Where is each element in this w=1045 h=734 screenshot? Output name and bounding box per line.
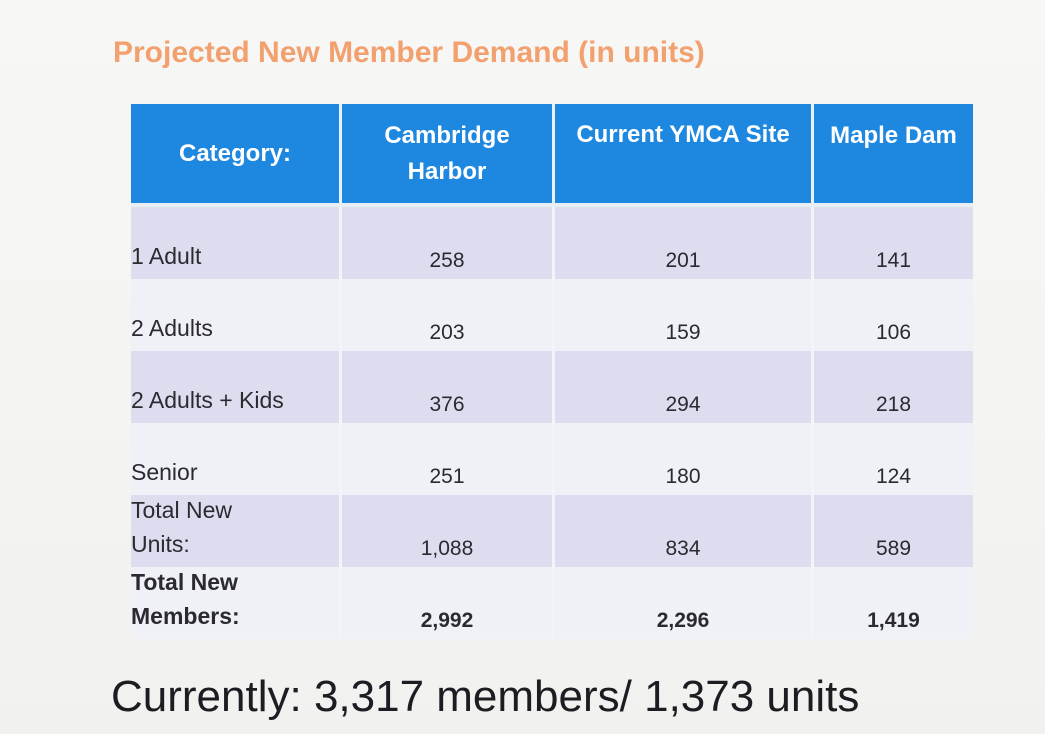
cell-value: 589: [814, 495, 973, 567]
cell-value: 376: [342, 351, 555, 423]
cell-value: 218: [814, 351, 973, 423]
cell-value: 1,419: [814, 567, 973, 639]
header-cambridge-line1: Cambridge: [384, 121, 510, 149]
cell-value: 141: [814, 207, 973, 279]
row-label-line2: Members:: [131, 603, 240, 629]
cell-value: 159: [555, 279, 814, 351]
cell-value: 124: [814, 423, 973, 495]
header-cambridge-line2: Harbor: [407, 157, 487, 185]
cell-value: 258: [342, 207, 555, 279]
row-label-line2: Units:: [131, 531, 190, 557]
row-label: Total New Members:: [131, 567, 342, 639]
row-label-line1: Total New: [131, 497, 232, 523]
table-row: 2 Adults + Kids 376 294 218: [131, 351, 973, 423]
cell-value: 294: [555, 351, 814, 423]
cell-value: 106: [814, 279, 973, 351]
header-cambridge-harbor: Cambridge Harbor: [342, 104, 555, 203]
header-maple-dam: Maple Dam: [814, 104, 973, 203]
current-membership-summary: Currently: 3,317 members/ 1,373 units: [111, 672, 860, 721]
cell-value: 251: [342, 423, 555, 495]
cell-value: 203: [342, 279, 555, 351]
table-row: Total New Units: 1,088 834 589: [131, 495, 973, 567]
cell-value: 1,088: [342, 495, 555, 567]
table-row: Total New Members: 2,992 2,296 1,419: [131, 567, 973, 639]
demand-table: Category: Cambridge Harbor Current YMCA …: [131, 104, 973, 639]
header-category: Category:: [131, 104, 342, 203]
table-row: Senior 251 180 124: [131, 423, 973, 495]
slide-title: Projected New Member Demand (in units): [113, 36, 705, 69]
header-divider: [131, 203, 973, 207]
row-label-line1: Total New: [131, 569, 238, 595]
cell-value: 2,992: [342, 567, 555, 639]
cell-value: 834: [555, 495, 814, 567]
cell-value: 180: [555, 423, 814, 495]
cell-value: 2,296: [555, 567, 814, 639]
table-header-row: Category: Cambridge Harbor Current YMCA …: [131, 104, 973, 203]
cell-value: 201: [555, 207, 814, 279]
row-label: 1 Adult: [131, 207, 342, 279]
table-row: 1 Adult 258 201 141: [131, 207, 973, 279]
table-row: 2 Adults 203 159 106: [131, 279, 973, 351]
row-label: 2 Adults + Kids: [131, 351, 342, 423]
row-label: Senior: [131, 423, 342, 495]
header-current-ymca-site: Current YMCA Site: [555, 104, 814, 203]
row-label: Total New Units:: [131, 495, 342, 567]
row-label: 2 Adults: [131, 279, 342, 351]
